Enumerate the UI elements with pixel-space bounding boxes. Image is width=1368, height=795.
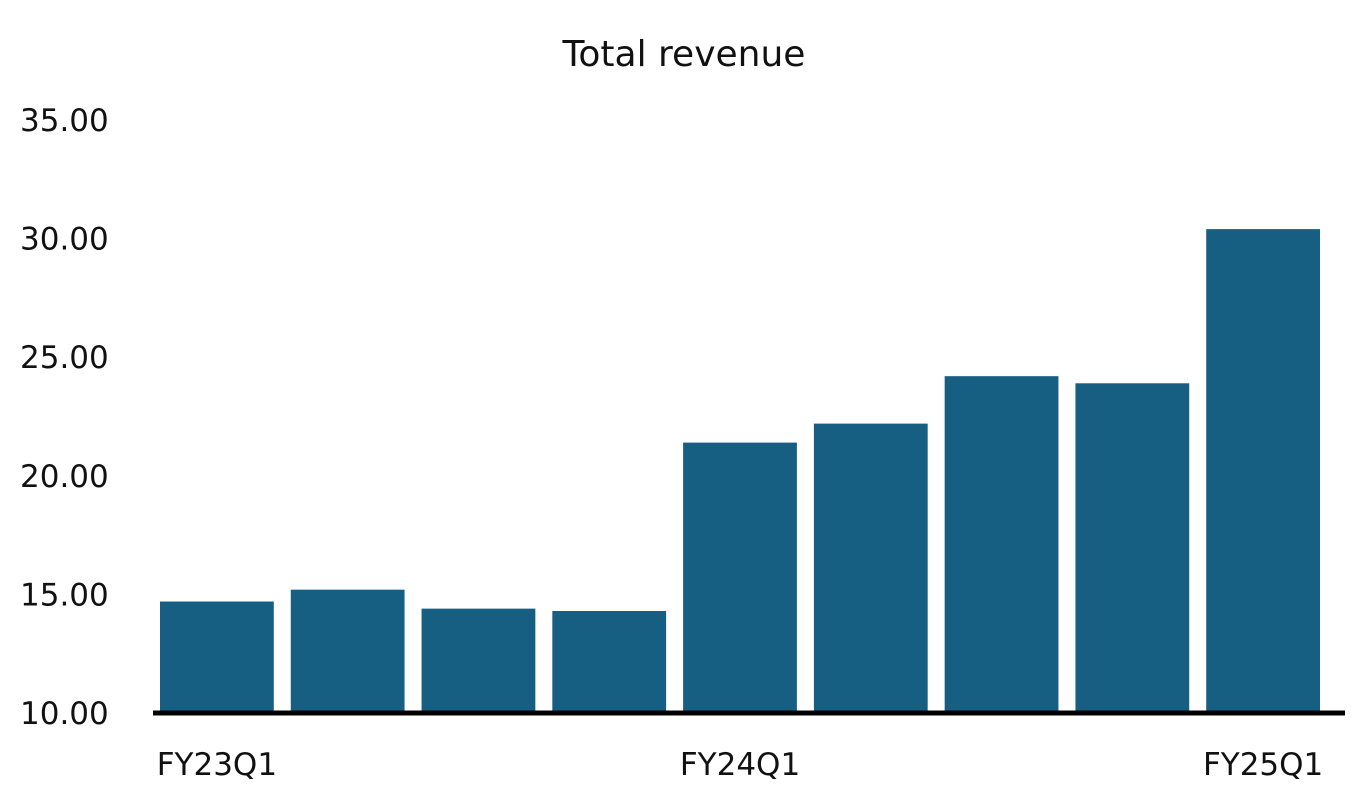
bar-fy24q2 xyxy=(813,423,928,713)
x-tick-label: FY23Q1 xyxy=(157,747,277,783)
bar-fy23q3 xyxy=(421,608,536,713)
y-axis-tick-labels: 10.00 15.00 20.00 25.00 30.00 35.00 xyxy=(20,103,109,732)
bar-fy25q1 xyxy=(1206,229,1320,713)
x-tick-label: FY25Q1 xyxy=(1203,747,1323,783)
bar-fy24q1 xyxy=(683,442,797,713)
bars xyxy=(160,229,1320,713)
x-tick-label: FY24Q1 xyxy=(680,747,800,783)
y-tick-label: 30.00 xyxy=(20,222,109,258)
chart-title: Total revenue xyxy=(562,34,806,75)
y-tick-label: 35.00 xyxy=(20,103,109,139)
y-tick-label: 10.00 xyxy=(20,696,109,732)
y-tick-label: 15.00 xyxy=(20,577,109,613)
bar-fy24q4 xyxy=(1075,383,1190,713)
bar-fy23q4 xyxy=(552,611,667,713)
y-tick-label: 25.00 xyxy=(20,340,109,376)
bar-fy23q2 xyxy=(290,589,405,713)
x-axis-tick-labels: FY23Q1 FY24Q1 FY25Q1 xyxy=(157,747,1324,783)
bar-fy23q1 xyxy=(160,601,274,713)
bar-fy24q3 xyxy=(944,376,1059,713)
y-tick-label: 20.00 xyxy=(20,459,109,495)
